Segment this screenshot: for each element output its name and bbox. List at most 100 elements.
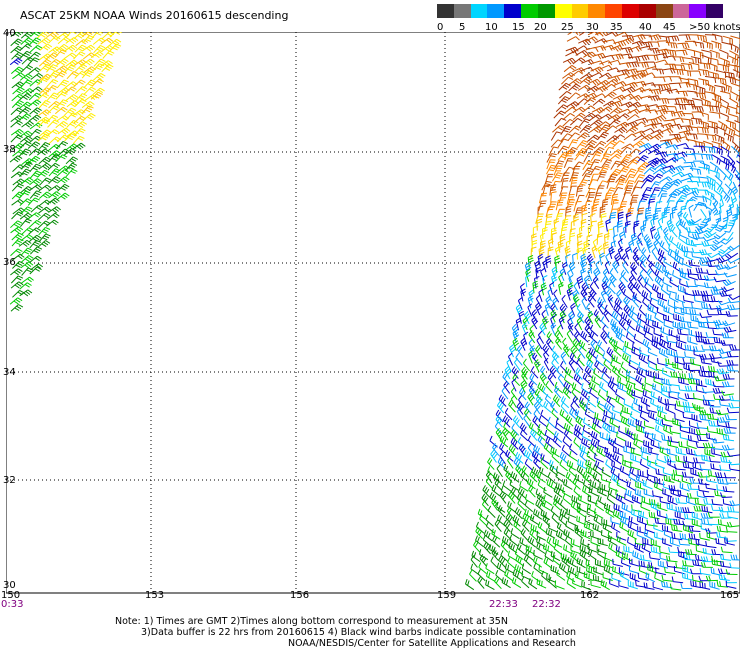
time-label-swath-1: 22:33	[489, 599, 518, 610]
wind-barb	[520, 528, 529, 541]
wind-barb	[720, 145, 730, 157]
wind-barb	[564, 367, 574, 379]
wind-barb	[612, 509, 623, 521]
wind-barb	[632, 34, 646, 41]
wind-barb	[540, 457, 549, 470]
wind-barb	[720, 456, 732, 464]
wind-barb	[715, 69, 727, 79]
wind-barb	[532, 225, 539, 238]
wind-barb	[679, 218, 688, 231]
wind-barb	[711, 154, 721, 165]
wind-barb	[621, 143, 635, 150]
wind-barb	[560, 226, 568, 239]
wind-barb	[709, 49, 720, 59]
wind-barb	[709, 581, 720, 590]
wind-barb	[496, 562, 506, 574]
wind-barb	[610, 516, 621, 525]
wind-barb	[597, 245, 604, 259]
wind-barb	[589, 444, 598, 457]
wind-barb	[527, 435, 536, 448]
wind-barb	[672, 156, 687, 162]
wind-barb	[684, 48, 696, 57]
wind-barb	[723, 472, 736, 479]
wind-barb	[727, 105, 738, 115]
wind-barb	[566, 329, 573, 343]
wind-barb	[686, 226, 698, 234]
wind-barb	[552, 435, 562, 448]
wind-barb	[728, 459, 740, 466]
wind-barb	[529, 514, 540, 526]
wind-barb	[567, 132, 580, 141]
wind-barb	[687, 336, 698, 345]
wind-barb	[688, 231, 699, 241]
wind-barb	[699, 62, 711, 70]
wind-barb	[74, 70, 87, 79]
wind-barb	[615, 178, 626, 189]
wind-barb	[567, 565, 578, 577]
wind-barb	[638, 353, 649, 365]
wind-barb	[552, 555, 562, 567]
wind-barb	[734, 120, 740, 124]
wind-barb	[669, 133, 682, 140]
wind-barb	[552, 394, 561, 408]
wind-barb	[664, 414, 676, 423]
wind-barb	[657, 291, 668, 302]
wind-barb	[617, 211, 624, 224]
wind-barb	[46, 79, 59, 88]
wind-barb	[55, 65, 69, 73]
wind-barb	[55, 120, 69, 129]
wind-barb	[572, 106, 586, 113]
wind-barb	[576, 358, 584, 371]
wind-barb	[642, 219, 649, 232]
wind-barb	[508, 491, 516, 504]
wind-barb	[706, 269, 719, 275]
wind-barb	[64, 86, 77, 95]
wind-barb	[629, 558, 640, 567]
wind-barb	[629, 411, 639, 423]
wind-barb	[700, 97, 711, 108]
wind-barb	[632, 252, 640, 266]
wind-barb	[547, 238, 554, 252]
wind-barb	[731, 181, 738, 195]
wind-barb	[626, 369, 636, 380]
wind-barb	[536, 530, 547, 541]
wind-barb	[625, 121, 639, 128]
wind-barb	[716, 420, 728, 428]
wind-barb	[607, 114, 621, 122]
wind-barb	[611, 199, 619, 211]
wind-barb	[11, 142, 25, 151]
wind-barb	[608, 212, 617, 224]
wind-barb	[520, 337, 528, 351]
wind-barb	[662, 168, 676, 175]
wind-barb	[572, 112, 586, 120]
wind-barb	[492, 443, 500, 456]
wind-barb	[663, 305, 674, 316]
legend-swatch	[487, 4, 505, 18]
legend-tick-label: 35	[610, 22, 623, 33]
wind-barb	[567, 317, 574, 331]
wind-barb	[607, 488, 617, 500]
wind-barb	[642, 72, 656, 78]
wind-barb	[720, 90, 731, 99]
wind-barb	[581, 167, 594, 177]
wind-barb	[570, 345, 578, 359]
wind-barb	[657, 404, 668, 415]
legend-swatch	[638, 4, 657, 18]
wind-barb	[633, 121, 647, 128]
wind-barb	[615, 395, 625, 407]
wind-barb	[608, 153, 622, 161]
wind-barb	[600, 316, 609, 329]
wind-barb	[609, 107, 623, 115]
wind-barb	[559, 508, 569, 520]
wind-barb	[706, 426, 719, 434]
wind-barb	[695, 34, 707, 42]
wind-barb	[109, 32, 122, 38]
wind-barb	[64, 44, 78, 52]
wind-barb	[536, 542, 546, 554]
wind-barb	[563, 381, 572, 394]
wind-barb	[29, 255, 42, 263]
wind-barb	[19, 141, 32, 149]
wind-barb	[37, 169, 50, 178]
wind-barb	[637, 572, 649, 581]
wind-barb	[619, 465, 630, 476]
